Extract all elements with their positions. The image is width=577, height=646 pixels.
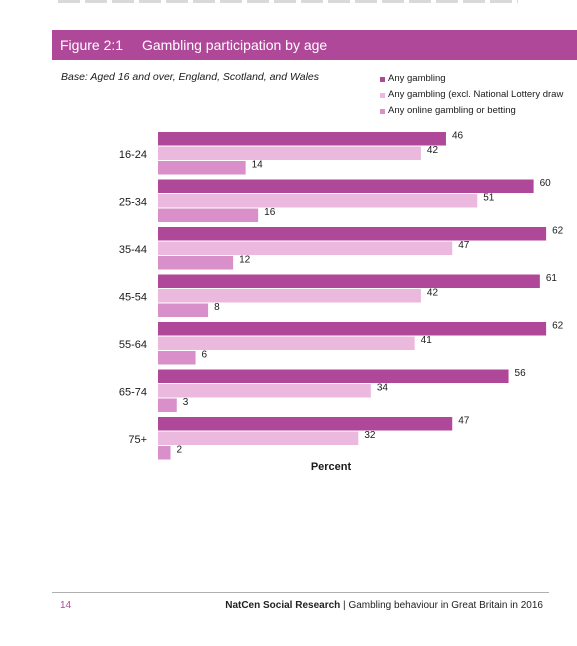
category-label-45-54: 45-54 <box>119 291 147 303</box>
bar-25-34-series-2 <box>158 194 478 208</box>
data-label-25-34-series-2: 51 <box>483 193 495 204</box>
legend-swatch <box>380 92 385 98</box>
bar-45-54-series-1 <box>158 274 540 288</box>
data-label-65-74-series-3: 3 <box>183 397 189 408</box>
bar-55-64-series-3 <box>158 351 196 365</box>
bar-55-64-series-1 <box>158 322 547 336</box>
page-number: 14 <box>60 600 72 611</box>
legend-swatch <box>380 76 385 82</box>
data-label-55-64-series-2: 41 <box>421 335 433 346</box>
figure-title: Gambling participation by age <box>142 37 328 53</box>
category-label-35-44: 35-44 <box>119 244 147 256</box>
data-label-16-24-series-1: 46 <box>452 131 464 142</box>
data-label-65-74-series-1: 56 <box>515 368 527 379</box>
bar-75-series-1 <box>158 417 453 431</box>
bar-chart: 16-2446421425-3460511635-4462471245-5461… <box>119 131 564 474</box>
category-label-16-24: 16-24 <box>119 149 147 161</box>
data-label-75-series-1: 47 <box>458 416 470 427</box>
footer-separator: | <box>340 600 349 611</box>
x-axis-label: Percent <box>311 461 352 473</box>
category-label-55-64: 55-64 <box>119 339 147 351</box>
legend-label: Any gambling (excl. National Lottery dra… <box>388 89 564 100</box>
bar-16-24-series-2 <box>158 146 421 160</box>
bar-35-44-series-3 <box>158 256 234 270</box>
category-label-25-34: 25-34 <box>119 196 147 208</box>
data-label-16-24-series-3: 14 <box>252 160 264 171</box>
data-label-65-74-series-2: 34 <box>377 383 389 394</box>
bar-25-34-series-1 <box>158 179 534 193</box>
bar-group: 16-2446421425-3460511635-4462471245-5461… <box>119 131 564 460</box>
bar-45-54-series-2 <box>158 289 421 303</box>
figure-header: Figure 2:1 Gambling participation by age <box>52 30 577 60</box>
data-label-55-64-series-1: 62 <box>552 321 564 332</box>
bar-16-24-series-1 <box>158 132 446 146</box>
legend-label: Any online gambling or betting <box>388 105 516 116</box>
figure-number: Figure 2:1 <box>60 37 124 53</box>
footer-report-title: Gambling behaviour in Great Britain in 2… <box>348 600 543 611</box>
bar-65-74-series-1 <box>158 369 509 383</box>
legend-label: Any gambling <box>388 73 446 84</box>
footer-organisation: NatCen Social Research <box>225 600 341 611</box>
bar-75-series-2 <box>158 431 359 445</box>
category-label-65-74: 65-74 <box>119 386 147 398</box>
legend-entry-any-gambling: Any gambling <box>380 71 577 87</box>
data-label-35-44-series-3: 12 <box>239 255 251 266</box>
data-label-25-34-series-1: 60 <box>540 178 552 189</box>
bar-25-34-series-3 <box>158 208 259 222</box>
footer-text: NatCen Social Research | Gambling behavi… <box>225 600 543 611</box>
data-label-75-series-2: 32 <box>364 430 376 441</box>
legend-swatch <box>380 108 385 114</box>
base-description: Base: Aged 16 and over, England, Scotlan… <box>61 71 320 83</box>
data-label-45-54-series-3: 8 <box>214 302 220 313</box>
data-label-25-34-series-3: 16 <box>264 207 276 218</box>
bar-65-74-series-3 <box>158 398 177 412</box>
data-label-35-44-series-2: 47 <box>458 240 470 251</box>
bar-65-74-series-2 <box>158 384 371 398</box>
category-label-75: 75+ <box>128 434 147 446</box>
legend-entry-excl-lottery: Any gambling (excl. National Lottery dra… <box>380 87 577 103</box>
footer-rule <box>52 592 549 593</box>
bar-75-series-3 <box>158 446 171 460</box>
data-label-45-54-series-2: 42 <box>427 288 439 299</box>
bar-45-54-series-3 <box>158 303 209 317</box>
bar-35-44-series-1 <box>158 227 547 241</box>
data-label-75-series-3: 2 <box>177 445 183 456</box>
data-label-35-44-series-1: 62 <box>552 226 564 237</box>
legend-entry-online: Any online gambling or betting <box>380 103 577 119</box>
data-label-55-64-series-3: 6 <box>202 350 208 361</box>
bar-55-64-series-2 <box>158 336 415 350</box>
data-label-16-24-series-2: 42 <box>427 145 439 156</box>
bar-16-24-series-3 <box>158 161 246 175</box>
bar-35-44-series-2 <box>158 241 453 255</box>
data-label-45-54-series-1: 61 <box>546 273 558 284</box>
chart-legend: Any gambling Any gambling (excl. Nationa… <box>380 71 577 119</box>
previous-text-fragment <box>58 0 518 3</box>
